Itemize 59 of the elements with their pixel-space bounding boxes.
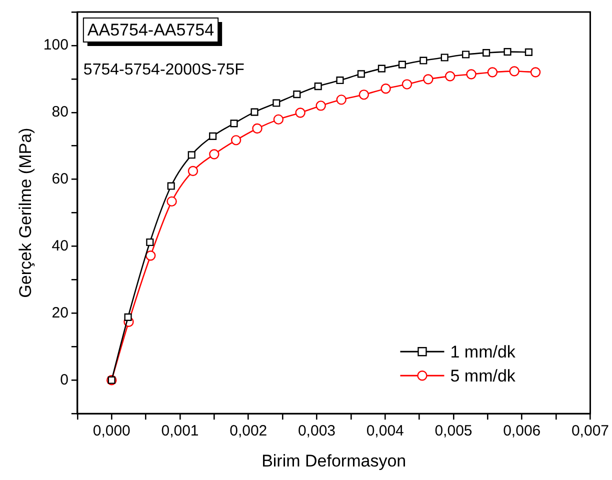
- point: [295, 108, 306, 118]
- point: [336, 94, 346, 105]
- point: [357, 70, 365, 78]
- point: [378, 64, 386, 72]
- point: [209, 149, 220, 160]
- point: [272, 99, 280, 107]
- x-tick-label: 0,001: [161, 422, 199, 440]
- x-tick-label: 0,005: [434, 422, 472, 440]
- text: 5754-5754-2000S-75F: [83, 61, 245, 78]
- y-tick-label: 80: [52, 104, 68, 121]
- legend-label: 1 mm/dk: [450, 342, 516, 362]
- point: [530, 67, 541, 78]
- point: [466, 69, 476, 80]
- point: [146, 238, 154, 246]
- point: [230, 120, 238, 128]
- point: [398, 60, 406, 68]
- point: [316, 100, 326, 111]
- point: [504, 48, 512, 56]
- point: [250, 108, 258, 116]
- point: [252, 123, 262, 134]
- point: [358, 90, 370, 100]
- point: [124, 313, 132, 321]
- x-tick-label: 0,000: [92, 422, 130, 440]
- point: [402, 79, 412, 90]
- point: [293, 90, 301, 98]
- point: [487, 67, 498, 78]
- point: [166, 196, 177, 207]
- point: [423, 74, 434, 84]
- legend-label: 5 mm/dk: [450, 366, 516, 386]
- point: [482, 49, 490, 57]
- y-tick-label: 60: [52, 170, 68, 188]
- y-tick-label: 40: [52, 237, 68, 254]
- x-tick-label: 0,003: [298, 422, 336, 440]
- y-tick-label: 20: [52, 304, 68, 322]
- point: [167, 182, 175, 190]
- point: [145, 250, 156, 261]
- y-tick-label: 100: [43, 36, 68, 54]
- x-tick-label: 0,004: [366, 422, 404, 440]
- point: [314, 82, 322, 90]
- y-axis-title: Gerçek Gerilme (MPa): [16, 128, 35, 298]
- point: [188, 151, 196, 159]
- x-axis-title: Birim Deformasyon: [262, 451, 406, 470]
- point: [336, 76, 344, 84]
- point: [188, 166, 198, 176]
- point: [524, 48, 532, 56]
- point: [444, 71, 456, 82]
- point: [273, 114, 284, 125]
- x-tick-label: 0,007: [571, 422, 610, 440]
- point: [380, 84, 391, 94]
- point: [462, 50, 470, 58]
- point: [209, 132, 217, 140]
- point: [420, 56, 428, 64]
- point: [440, 54, 448, 62]
- y-tick-label: 0: [60, 371, 68, 388]
- text: AA5754-AA5754: [87, 20, 214, 40]
- point: [230, 135, 242, 146]
- x-tick-label: 0,002: [230, 422, 268, 440]
- x-tick-label: 0,006: [503, 422, 541, 440]
- point: [509, 66, 520, 76]
